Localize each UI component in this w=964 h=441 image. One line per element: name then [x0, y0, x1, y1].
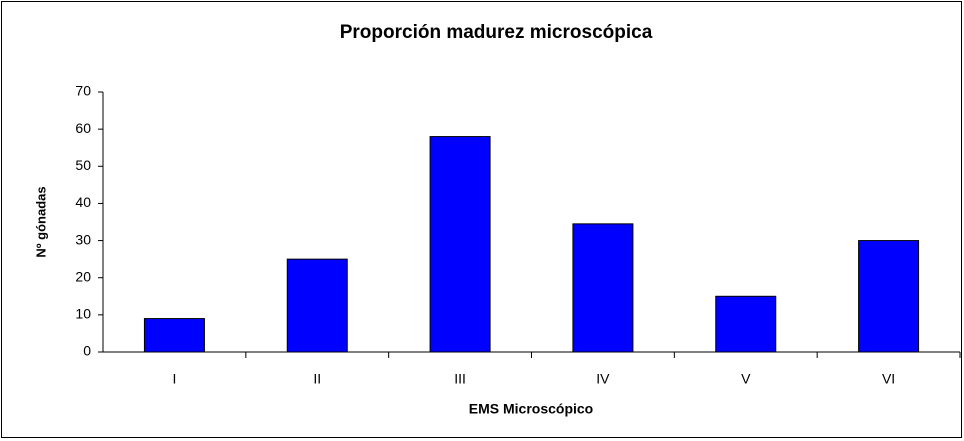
- bar: [572, 223, 634, 353]
- x-tick-label: II: [313, 371, 321, 387]
- bar: [143, 318, 205, 353]
- y-tick-label: 50: [75, 157, 91, 173]
- y-axis-label: Nº gónadas: [33, 186, 48, 257]
- y-tick-label: 60: [75, 120, 91, 136]
- y-tick-label: 30: [75, 231, 91, 247]
- bar: [715, 295, 777, 353]
- x-tick-label: IV: [596, 371, 610, 387]
- y-tick-label: 40: [75, 194, 91, 210]
- x-tick-label: VI: [882, 371, 895, 387]
- y-tick-label: 20: [75, 268, 91, 284]
- chart-title: Proporción madurez microscópica: [340, 22, 653, 43]
- x-tick-label: V: [741, 371, 751, 387]
- y-tick-label: 0: [83, 343, 91, 359]
- x-tick-label: I: [172, 371, 176, 387]
- x-axis-label: EMS Microscópico: [469, 401, 593, 417]
- bar: [429, 136, 491, 353]
- bar: [286, 258, 348, 353]
- bar: [858, 240, 920, 353]
- y-tick-label: 10: [75, 306, 91, 322]
- x-tick-label: III: [454, 371, 466, 387]
- y-tick-label: 70: [75, 83, 91, 99]
